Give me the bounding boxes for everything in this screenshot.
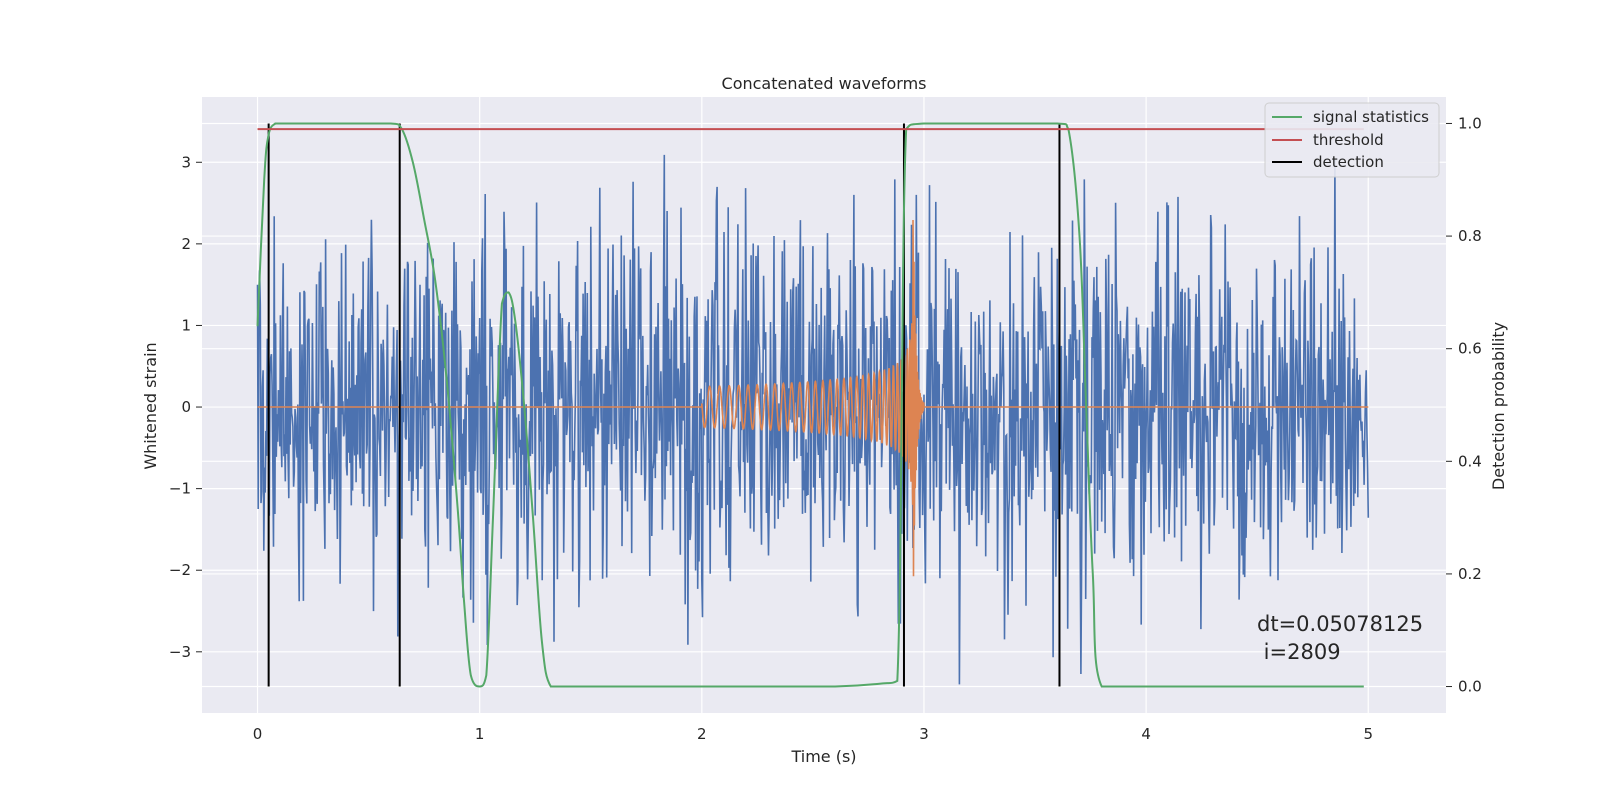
x-tick-labels: 0 1 2 3 4 5 [253,725,1373,743]
annotation-index: i=2809 [1257,640,1341,664]
legend-box [1264,102,1440,178]
y-tick-label-4: 1 [181,316,191,334]
y2-tick-labels: 0.0 0.2 0.4 0.6 0.8 1.0 [1446,114,1482,696]
annotation-dt: dt=0.05078125 [1257,612,1423,636]
y2-tick-label-1: 0.2 [1458,565,1482,583]
x-tick-label-1: 1 [475,725,485,743]
noise-trace [256,154,1370,685]
y2-tick-label-2: 0.4 [1458,452,1482,470]
legend-label-signal-statistics: signal statistics [1313,108,1429,126]
x-tick-label-3: 3 [919,725,929,743]
y2-tick-label-5: 1.0 [1458,114,1482,132]
y-tick-labels: −3 −2 −1 0 1 2 3 [169,153,202,661]
legend: signal statistics threshold detection [1264,102,1440,178]
x-tick-label-0: 0 [253,725,263,743]
y-axis-label: Whitened strain [141,342,160,469]
y2-tick-label-3: 0.6 [1458,340,1482,358]
x-axis-label: Time (s) [790,747,856,766]
y2-tick-label-4: 0.8 [1458,227,1482,245]
y-tick-label-3: 0 [181,398,191,416]
y2-axis-label: Detection probability [1489,322,1508,490]
y-tick-label-0: −3 [169,643,191,661]
x-tick-label-5: 5 [1363,725,1373,743]
y-tick-label-1: −2 [169,561,191,579]
x-tick-label-4: 4 [1141,725,1151,743]
chirp-line [257,219,1369,577]
x-tick-label-2: 2 [697,725,707,743]
y-tick-label-5: 2 [181,235,191,253]
legend-label-threshold: threshold [1313,131,1384,149]
legend-label-detection: detection [1313,153,1384,171]
chart-title: Concatenated waveforms [722,74,927,93]
y2-tick-label-0: 0.0 [1458,678,1482,696]
y-tick-label-2: −1 [169,480,191,498]
noise-line [256,154,1370,685]
chirp-trace [257,219,1369,577]
y-tick-label-6: 3 [181,153,191,171]
